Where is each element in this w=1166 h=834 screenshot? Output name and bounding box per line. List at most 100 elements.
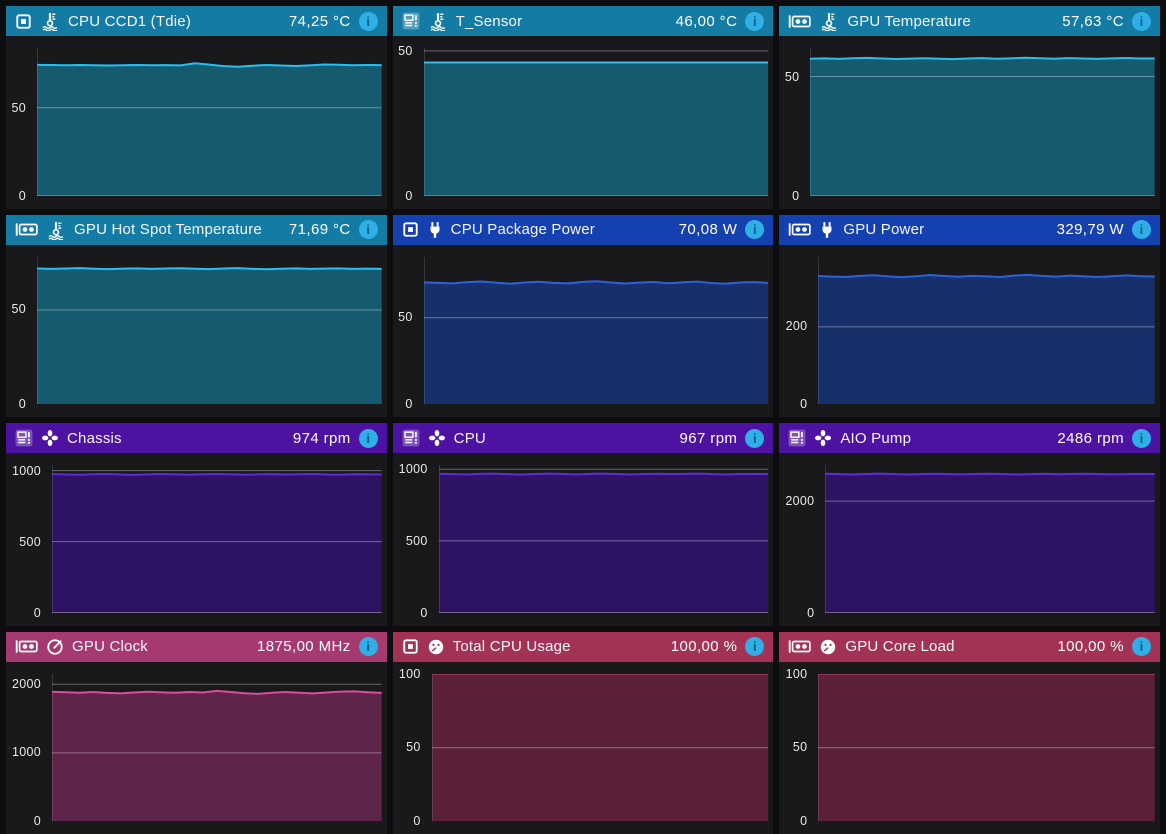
panel-value: 74,25 °C <box>288 12 351 30</box>
y-tick-label: 0 <box>792 188 800 203</box>
sensor-panel: CPU Package Power 70,08 W i 50 0 <box>392 214 774 418</box>
sensor-chart: 1000 500 0 <box>393 453 774 626</box>
sensor-panel: GPU Power 329,79 W i 200 0 <box>779 214 1160 417</box>
y-tick-label: 50 <box>11 302 26 317</box>
sensor-chart: 50 0 <box>393 245 774 418</box>
plot-area <box>37 48 382 196</box>
info-icon[interactable]: i <box>358 11 378 31</box>
info-icon[interactable]: i <box>745 428 765 448</box>
panel-header: GPU Hot Spot Temperature 71,69 °C i <box>6 214 387 245</box>
sensor-chart: 50 0 <box>6 36 387 209</box>
panel-value: 57,63 °C <box>1062 12 1124 30</box>
thermometer-icon <box>40 11 60 31</box>
y-tick-label: 50 <box>406 740 421 755</box>
info-icon[interactable]: i <box>745 11 765 31</box>
info-icon[interactable]: i <box>1131 428 1151 448</box>
y-tick-label: 0 <box>420 605 428 620</box>
plot-area <box>423 257 769 404</box>
panel-header: CPU Package Power 70,08 W i <box>392 214 774 245</box>
info-icon[interactable]: i <box>358 220 378 239</box>
thermometer-icon <box>46 220 66 240</box>
info-icon[interactable]: i <box>1131 637 1151 656</box>
thermometer-icon <box>428 11 448 31</box>
panel-header: Chassis 974 rpm i <box>6 423 387 453</box>
sensor-panel: GPU Clock 1875,00 MHz i 2000 1000 0 <box>6 631 387 834</box>
sensor-panel: Total CPU Usage 100,00 % i 100 50 0 <box>392 631 774 834</box>
y-axis: 1000 500 0 <box>393 462 433 619</box>
panel-title: Total CPU Usage <box>452 638 571 655</box>
fan-icon <box>428 429 446 447</box>
gpu-icon <box>788 638 812 655</box>
plot-area <box>818 257 1155 404</box>
y-axis: 50 0 <box>6 48 31 203</box>
y-tick-label: 50 <box>784 69 800 84</box>
plot-area <box>37 257 382 404</box>
plot-area <box>431 673 769 821</box>
area-chart-svg <box>423 48 769 196</box>
panel-title: T_Sensor <box>455 12 523 30</box>
panel-header: CPU 967 rpm i <box>392 423 774 453</box>
area-chart-svg <box>818 673 1155 821</box>
panel-value: 100,00 % <box>1057 638 1124 655</box>
y-axis: 50 0 <box>393 44 418 203</box>
gpu-icon <box>15 221 38 238</box>
panel-header: GPU Clock 1875,00 MHz i <box>6 631 387 662</box>
plot-area <box>825 465 1155 613</box>
y-tick-label: 1000 <box>11 463 41 478</box>
sensor-chart: 50 0 <box>6 245 387 418</box>
info-icon[interactable]: i <box>358 637 378 656</box>
sensor-panel: CPU CCD1 (Tdie) 74,25 °C i 50 0 <box>6 6 387 209</box>
plot-area <box>52 674 382 821</box>
info-icon[interactable]: i <box>1131 220 1151 239</box>
y-axis: 50 0 <box>6 257 31 411</box>
y-tick-label: 100 <box>785 666 808 681</box>
panel-title: CPU <box>453 429 486 447</box>
y-tick-label: 0 <box>800 814 808 828</box>
panel-header: CPU CCD1 (Tdie) 74,25 °C i <box>6 6 387 36</box>
y-tick-label: 500 <box>405 533 428 548</box>
motherboard-icon <box>402 12 420 30</box>
panel-value: 974 rpm <box>292 429 351 447</box>
panel-header: GPU Core Load 100,00 % i <box>779 631 1160 662</box>
y-tick-label: 0 <box>405 188 413 203</box>
panel-value: 1875,00 MHz <box>257 638 351 655</box>
sensor-chart: 100 50 0 <box>393 662 774 834</box>
y-tick-label: 0 <box>405 397 413 411</box>
thermometer-icon <box>819 11 839 31</box>
area-chart-svg <box>37 257 382 404</box>
area-chart-svg <box>52 465 382 613</box>
panel-header: GPU Power 329,79 W i <box>779 214 1160 245</box>
y-axis: 1000 500 0 <box>6 463 46 620</box>
y-tick-label: 200 <box>785 319 808 334</box>
sensor-panel: Chassis 974 rpm i 1000 500 0 <box>6 423 387 626</box>
gauge-icon <box>819 638 837 656</box>
y-tick-label: 50 <box>398 310 413 325</box>
panel-title: GPU Power <box>843 221 925 238</box>
sensor-panel: AIO Pump 2486 rpm i 2000 0 <box>779 423 1160 626</box>
y-tick-label: 1000 <box>398 462 428 477</box>
plot-area <box>438 465 769 613</box>
sensor-panel: GPU Core Load 100,00 % i 100 50 0 <box>779 631 1160 834</box>
y-tick-label: 2000 <box>785 494 815 509</box>
info-icon[interactable]: i <box>745 637 765 656</box>
y-tick-label: 500 <box>19 534 41 549</box>
panel-value: 46,00 °C <box>675 12 738 30</box>
y-tick-label: 0 <box>18 397 26 411</box>
y-tick-label: 50 <box>11 100 26 115</box>
area-chart-svg <box>37 48 382 196</box>
motherboard-icon <box>15 429 33 447</box>
panel-title: GPU Hot Spot Temperature <box>74 221 262 238</box>
area-chart-svg <box>825 465 1155 613</box>
info-icon[interactable]: i <box>745 220 765 239</box>
info-icon[interactable]: i <box>1131 11 1151 31</box>
info-icon[interactable]: i <box>358 428 378 448</box>
panel-value: 71,69 °C <box>288 221 351 238</box>
y-tick-label: 0 <box>413 814 421 828</box>
y-axis: 200 0 <box>779 257 812 411</box>
y-tick-label: 0 <box>18 188 26 203</box>
area-chart-svg <box>818 257 1155 404</box>
panel-value: 329,79 W <box>1056 221 1124 238</box>
sensor-chart: 1000 500 0 <box>6 453 387 626</box>
plug-icon <box>819 221 835 239</box>
y-axis: 100 50 0 <box>779 667 812 829</box>
